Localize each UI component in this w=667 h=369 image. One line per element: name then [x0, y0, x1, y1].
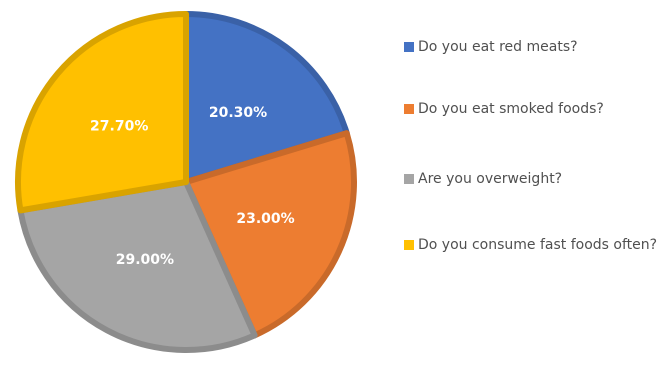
legend-label: Are you overweight?	[418, 171, 563, 187]
slice-smoked-foods	[183, 130, 357, 339]
legend-item: Are you overweight?	[404, 168, 666, 190]
pie-chart: 20.30% 23.00% 29.00% 27.70%	[15, 11, 357, 353]
data-label: 27.70%	[90, 119, 148, 135]
legend-label: Do you consume fast foods often?	[418, 237, 658, 253]
legend-label: Do you eat red meats?	[418, 39, 578, 55]
data-label: 20.30%	[209, 105, 267, 121]
legend-swatch	[404, 240, 414, 250]
legend-item: Do you consume fast foods often?	[404, 234, 666, 256]
legend-swatch	[404, 42, 414, 52]
slice-fast-foods	[15, 11, 189, 214]
data-label: 23.00%	[236, 211, 294, 227]
legend-item: Do you eat smoked foods?	[404, 98, 666, 120]
data-label: 29.00%	[116, 252, 174, 268]
legend-item: Do you eat red meats?	[404, 36, 666, 58]
slice-red-meats	[183, 11, 350, 185]
legend-swatch	[404, 174, 414, 184]
slice-overweight	[17, 179, 258, 353]
legend-swatch	[404, 104, 414, 114]
legend-label: Do you eat smoked foods?	[418, 101, 604, 117]
